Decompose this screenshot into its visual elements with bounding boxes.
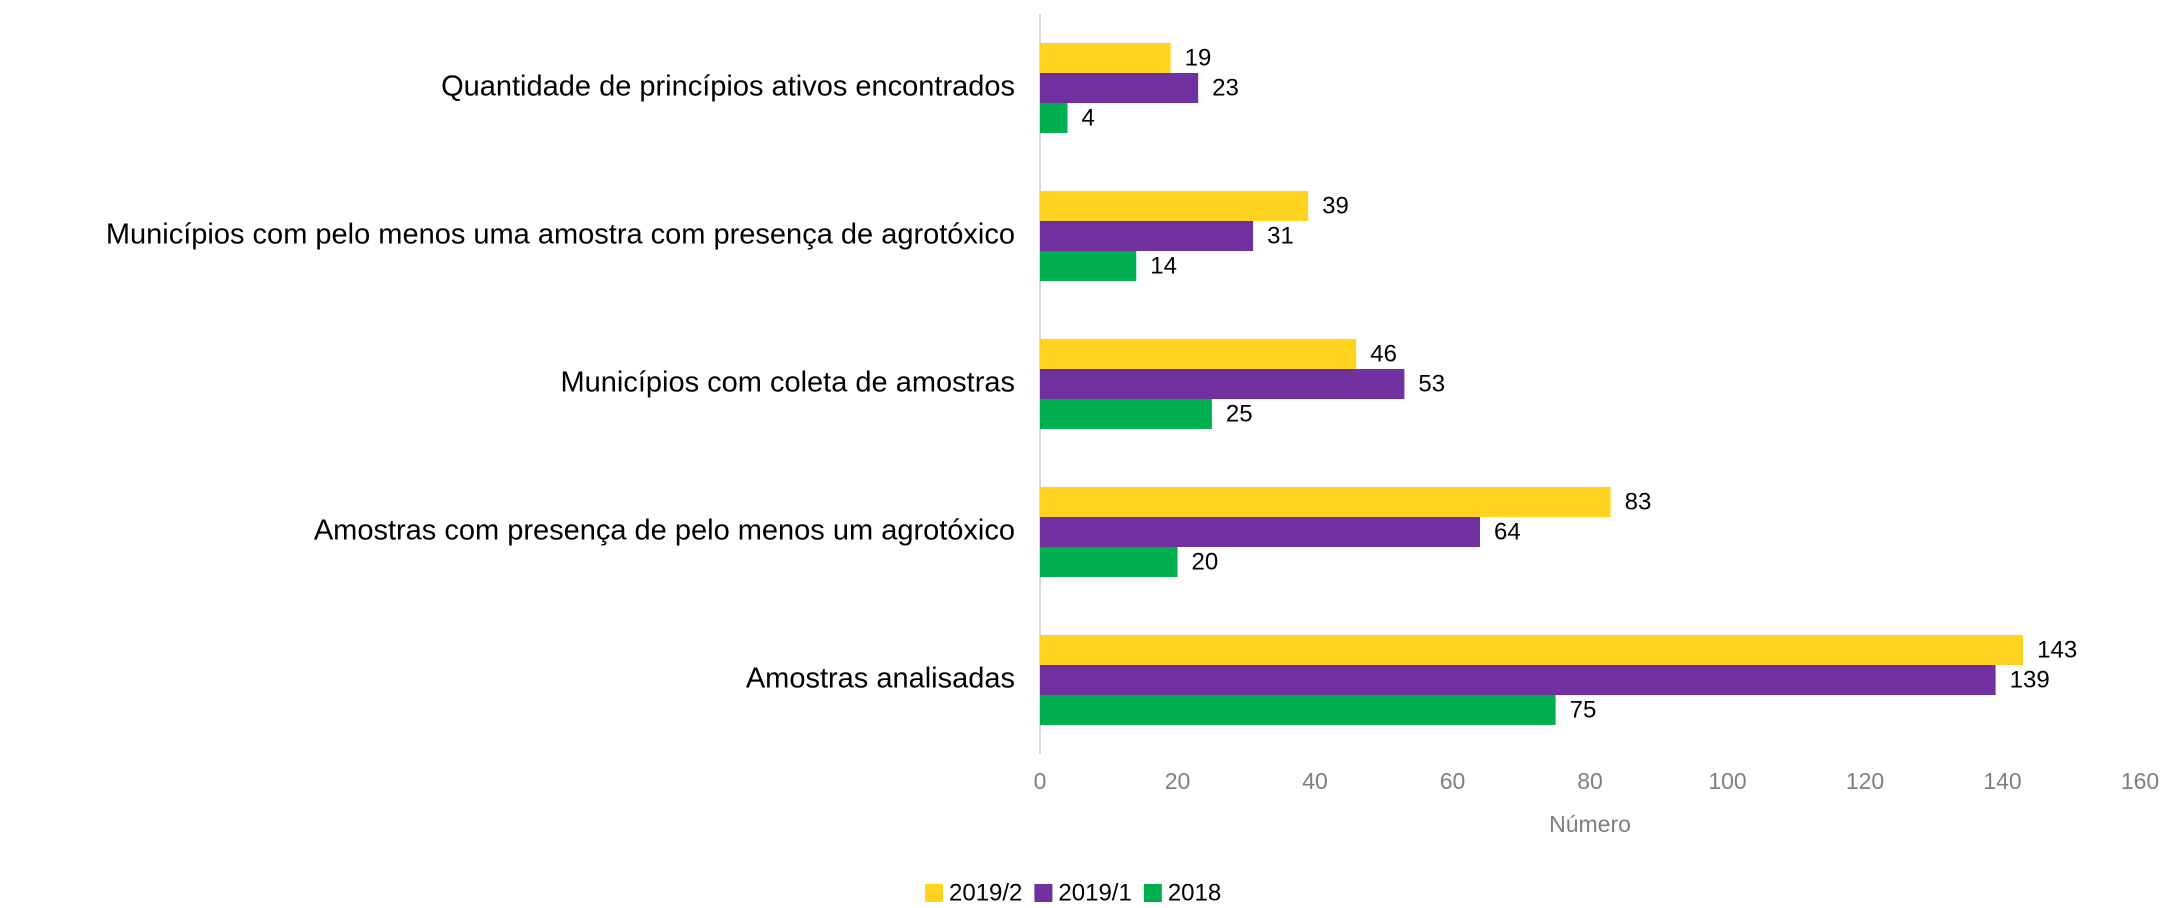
bar — [1040, 487, 1611, 517]
x-tick-label: 60 — [1440, 768, 1466, 794]
bar — [1040, 695, 1556, 725]
x-tick-label: 80 — [1577, 768, 1603, 794]
data-label: 25 — [1226, 400, 1253, 427]
bar — [1040, 517, 1480, 547]
category-label: Amostras analisadas — [746, 663, 1015, 695]
bar — [1040, 191, 1309, 221]
x-tick-label: 40 — [1302, 768, 1328, 794]
data-label: 83 — [1625, 488, 1652, 515]
legend-swatch — [1143, 884, 1162, 902]
data-label: 46 — [1370, 340, 1397, 367]
category-label: Municípios com pelo menos uma amostra co… — [106, 219, 1015, 251]
bar — [1040, 221, 1254, 251]
data-label: 20 — [1192, 548, 1219, 575]
bar — [1040, 635, 2024, 665]
x-tick-label: 120 — [1846, 768, 1884, 794]
legend-label: 2018 — [1168, 879, 1221, 906]
data-label: 31 — [1267, 222, 1294, 249]
data-label: 14 — [1150, 252, 1177, 279]
category-label: Municípios com coleta de amostras — [560, 367, 1015, 399]
category-label: Amostras com presença de pelo menos um a… — [314, 515, 1015, 547]
data-label: 143 — [2037, 636, 2077, 663]
bar — [1040, 665, 1996, 695]
x-tick-label: 0 — [1034, 768, 1047, 794]
bar — [1040, 73, 1199, 103]
bar — [1040, 43, 1171, 73]
x-tick-label: 20 — [1165, 768, 1191, 794]
bar — [1040, 251, 1137, 281]
data-label: 139 — [2010, 666, 2050, 693]
category-label: Quantidade de princípios ativos encontra… — [441, 71, 1015, 103]
data-label: 4 — [1082, 104, 1095, 131]
x-tick-label: 160 — [2121, 768, 2159, 794]
data-label: 39 — [1322, 192, 1349, 219]
legend-swatch — [925, 884, 943, 902]
data-label: 75 — [1570, 696, 1597, 723]
legend-swatch — [1034, 884, 1053, 902]
data-label: 19 — [1185, 44, 1212, 71]
bar — [1040, 369, 1405, 399]
x-tick-label: 100 — [1708, 768, 1746, 794]
data-label: 64 — [1494, 518, 1521, 545]
bar — [1040, 339, 1357, 369]
x-tick-label: 140 — [1983, 768, 2021, 794]
bar — [1040, 103, 1068, 133]
bar — [1040, 547, 1178, 577]
bar — [1040, 399, 1212, 429]
data-label: 23 — [1212, 74, 1239, 101]
legend-label: 2019/1 — [1058, 879, 1131, 906]
legend-label: 2019/2 — [949, 879, 1022, 906]
x-axis-label: Número — [1549, 811, 1631, 837]
data-label: 53 — [1418, 370, 1445, 397]
